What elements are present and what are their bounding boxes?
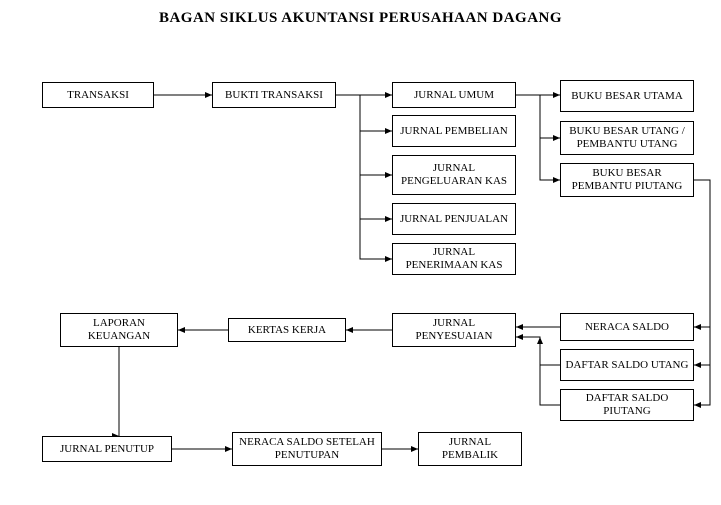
node-daftar-saldo-piutang: DAFTAR SALDO PIUTANG xyxy=(560,389,694,421)
node-buku-besar-piutang: BUKU BESAR PEMBANTU PIUTANG xyxy=(560,163,694,197)
node-jurnal-penerimaan: JURNAL PENERIMAAN KAS xyxy=(392,243,516,275)
node-kertas-kerja: KERTAS KERJA xyxy=(228,318,346,342)
flowchart-canvas: BAGAN SIKLUS AKUNTANSI PERUSAHAAN DAGANG… xyxy=(0,0,721,505)
node-jurnal-pembalik: JURNAL PEMBALIK xyxy=(418,432,522,466)
node-laporan-keuangan: LAPORAN KEUANGAN xyxy=(60,313,178,347)
node-transaksi: TRANSAKSI xyxy=(42,82,154,108)
node-jurnal-pembelian: JURNAL PEMBELIAN xyxy=(392,115,516,147)
node-jurnal-penutup: JURNAL PENUTUP xyxy=(42,436,172,462)
node-buku-besar-utama: BUKU BESAR UTAMA xyxy=(560,80,694,112)
node-jurnal-pengeluaran: JURNAL PENGELUARAN KAS xyxy=(392,155,516,195)
diagram-title: BAGAN SIKLUS AKUNTANSI PERUSAHAAN DAGANG xyxy=(0,10,721,27)
node-bukti-transaksi: BUKTI TRANSAKSI xyxy=(212,82,336,108)
edges-layer xyxy=(0,0,721,505)
node-jurnal-umum: JURNAL UMUM xyxy=(392,82,516,108)
node-neraca-saldo: NERACA SALDO xyxy=(560,313,694,341)
node-neraca-setelah: NERACA SALDO SETELAH PENUTUPAN xyxy=(232,432,382,466)
node-jurnal-penjualan: JURNAL PENJUALAN xyxy=(392,203,516,235)
node-buku-besar-utang: BUKU BESAR UTANG / PEMBANTU UTANG xyxy=(560,121,694,155)
node-daftar-saldo-utang: DAFTAR SALDO UTANG xyxy=(560,349,694,381)
node-jurnal-penyesuaian: JURNAL PENYESUAIAN xyxy=(392,313,516,347)
